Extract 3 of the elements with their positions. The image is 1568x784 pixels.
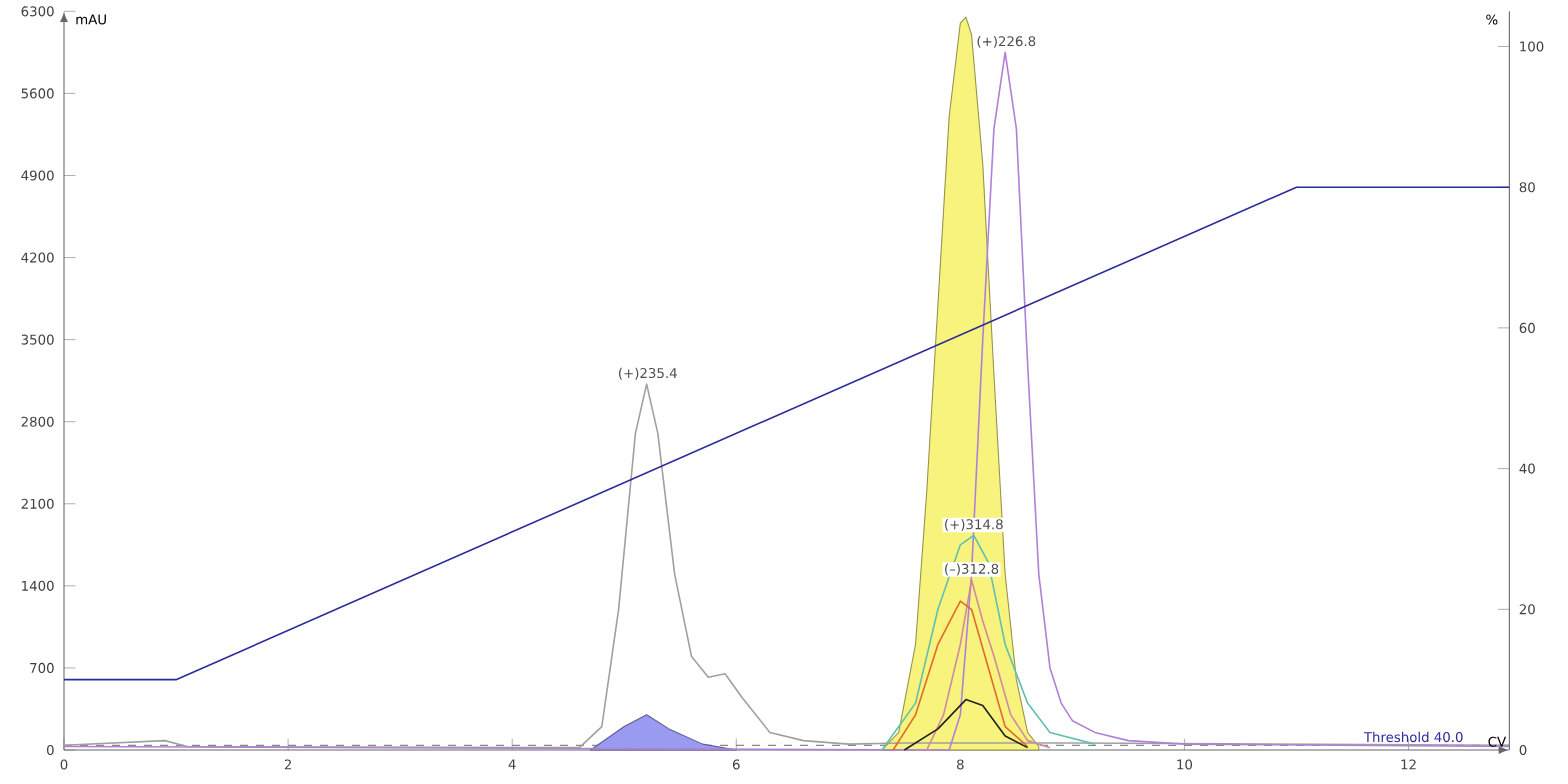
line-series xyxy=(903,698,1029,751)
line-series xyxy=(881,534,1096,751)
line-series xyxy=(925,579,1051,751)
